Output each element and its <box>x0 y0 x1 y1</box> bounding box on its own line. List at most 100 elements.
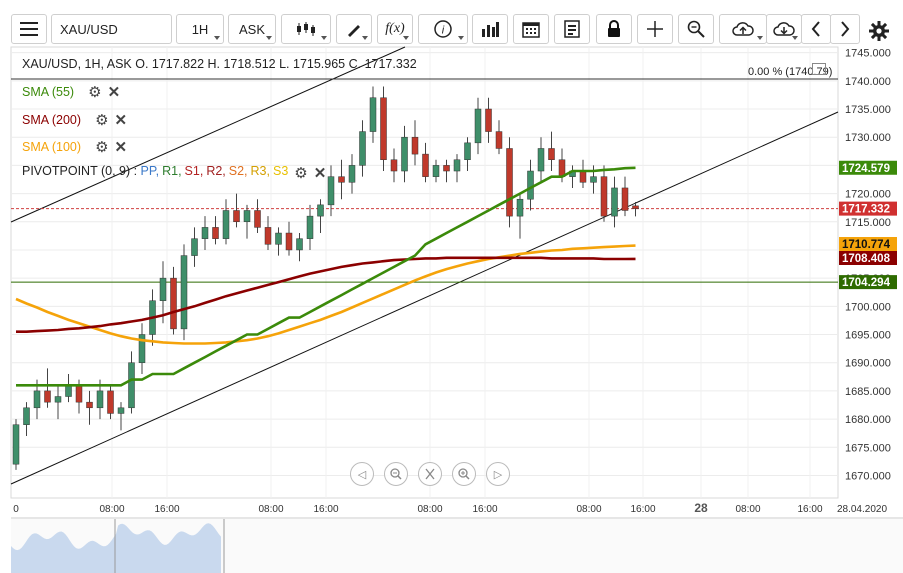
candles <box>12 86 639 470</box>
scroll-forward-button[interactable]: ▷ <box>486 462 510 486</box>
settings-button[interactable] <box>868 20 890 42</box>
candle-body <box>23 407 30 425</box>
draw-button[interactable] <box>336 14 372 44</box>
reset-button[interactable] <box>418 462 442 486</box>
candle-body <box>621 187 629 211</box>
candle-body <box>212 227 219 239</box>
candle-body <box>54 396 62 403</box>
scroll-right-button[interactable] <box>830 14 860 44</box>
sma100-line <box>15 244 636 345</box>
timeframe-label: 1H <box>191 21 209 37</box>
zoom-in-button[interactable] <box>452 462 476 486</box>
candle-body <box>359 131 366 166</box>
candle-body <box>579 170 587 183</box>
price-tag-label: 1710.774 <box>842 239 891 251</box>
function-icon: f(x) <box>385 21 405 36</box>
price-tick-label: 1675.000 <box>845 442 891 454</box>
candle-body <box>453 159 461 172</box>
scroll-left-button[interactable] <box>801 14 831 44</box>
pivot-r1: R1, <box>162 164 182 178</box>
scroll-back-button[interactable]: ◁ <box>350 462 374 486</box>
candle-body <box>285 232 293 251</box>
time-tick-label: 16:00 <box>630 504 655 515</box>
zoom-out-icon <box>390 468 402 480</box>
info-button[interactable]: i <box>418 14 468 44</box>
pivot-r2: R2, <box>206 164 226 178</box>
candle-body <box>611 187 618 217</box>
caret-down-icon <box>214 36 220 40</box>
candle-body <box>191 238 198 256</box>
price-tick-label: 1690.000 <box>845 358 891 370</box>
pivot-label: PIVOTPOINT (0, 9) <box>22 164 131 178</box>
pivot-s1: S1, <box>184 164 204 178</box>
chart-type-button[interactable] <box>281 14 331 44</box>
sma100-label: SMA (100) <box>22 140 82 154</box>
caret-down-icon <box>266 36 272 40</box>
moving-averages <box>15 166 636 387</box>
candle-body <box>107 390 114 414</box>
pivot-separator: : <box>130 164 141 178</box>
candle-body <box>243 210 251 223</box>
gear-icon[interactable]: ⚙ <box>88 84 102 101</box>
lock-button[interactable] <box>596 14 632 44</box>
cloud-download-icon <box>773 22 795 36</box>
report-button[interactable] <box>554 14 590 44</box>
price-side-select[interactable]: ASK <box>228 14 276 44</box>
gear-icon[interactable]: ⚙ <box>95 139 109 156</box>
zoom-out-button[interactable] <box>384 462 408 486</box>
price-tick-label: 1680.000 <box>845 414 891 426</box>
calendar-icon <box>522 22 540 38</box>
candle-body <box>485 108 492 132</box>
candle-body <box>75 385 83 403</box>
gear-icon[interactable]: ⚙ <box>294 165 308 182</box>
candle-body <box>33 390 41 409</box>
price-tag-label: 1724.579 <box>842 163 890 175</box>
price-tag-sma100 <box>839 237 897 251</box>
price-labels: 1724.579 1717.332 1710.774 1708.408 1704.294 <box>839 160 897 290</box>
gear-icon[interactable]: ⚙ <box>95 112 109 129</box>
candle-body <box>201 227 209 239</box>
candle-body <box>495 131 503 149</box>
pivot-s3: S3 <box>272 164 289 178</box>
price-tick-label: 1740.000 <box>845 76 891 88</box>
function-button[interactable]: f(x) <box>377 14 413 44</box>
price-tag-sma55 <box>839 160 897 175</box>
candle-body <box>348 165 356 183</box>
toolbar: XAU/USD 1H ASK f(x) i <box>0 0 903 44</box>
candle-body <box>401 136 408 172</box>
navigator-series <box>11 523 221 573</box>
crosshair-button[interactable] <box>637 14 673 44</box>
menu-button[interactable] <box>11 14 47 44</box>
calendar-button[interactable] <box>513 14 549 44</box>
candle-body <box>306 215 314 239</box>
draw-icon <box>348 25 360 37</box>
candle-body <box>296 238 303 251</box>
candle-body <box>12 424 20 465</box>
upload-button[interactable] <box>719 14 767 44</box>
navigator-panel <box>11 517 903 573</box>
price-side-label: ASK <box>238 21 265 37</box>
sma200-legend: SMA (200) ⚙ ✕ <box>22 111 127 129</box>
timeframe-select[interactable]: 1H <box>176 14 224 44</box>
price-tag-label: 1708.408 <box>842 253 891 265</box>
symbol-input[interactable]: XAU/USD <box>51 14 172 44</box>
price-tick-label: 1700.000 <box>845 301 891 313</box>
price-tag-label: 1704.294 <box>842 277 891 289</box>
zoom-button[interactable] <box>678 14 714 44</box>
close-icon[interactable]: ✕ <box>114 139 128 156</box>
close-icon[interactable]: ✕ <box>107 84 121 101</box>
caret-down-icon <box>362 36 368 40</box>
time-tick-label: 28 <box>694 501 708 515</box>
candle-body <box>443 165 450 172</box>
lock-icon <box>608 20 620 37</box>
candle-body <box>527 170 534 200</box>
candle-body <box>338 176 345 183</box>
maximize-icon[interactable] <box>812 63 826 75</box>
close-icon[interactable]: ✕ <box>114 112 128 129</box>
zoom-icon <box>687 20 705 38</box>
candle-body <box>474 108 482 144</box>
download-button[interactable] <box>766 14 802 44</box>
close-icon[interactable]: ✕ <box>313 165 327 182</box>
indicators-button[interactable] <box>472 14 508 44</box>
